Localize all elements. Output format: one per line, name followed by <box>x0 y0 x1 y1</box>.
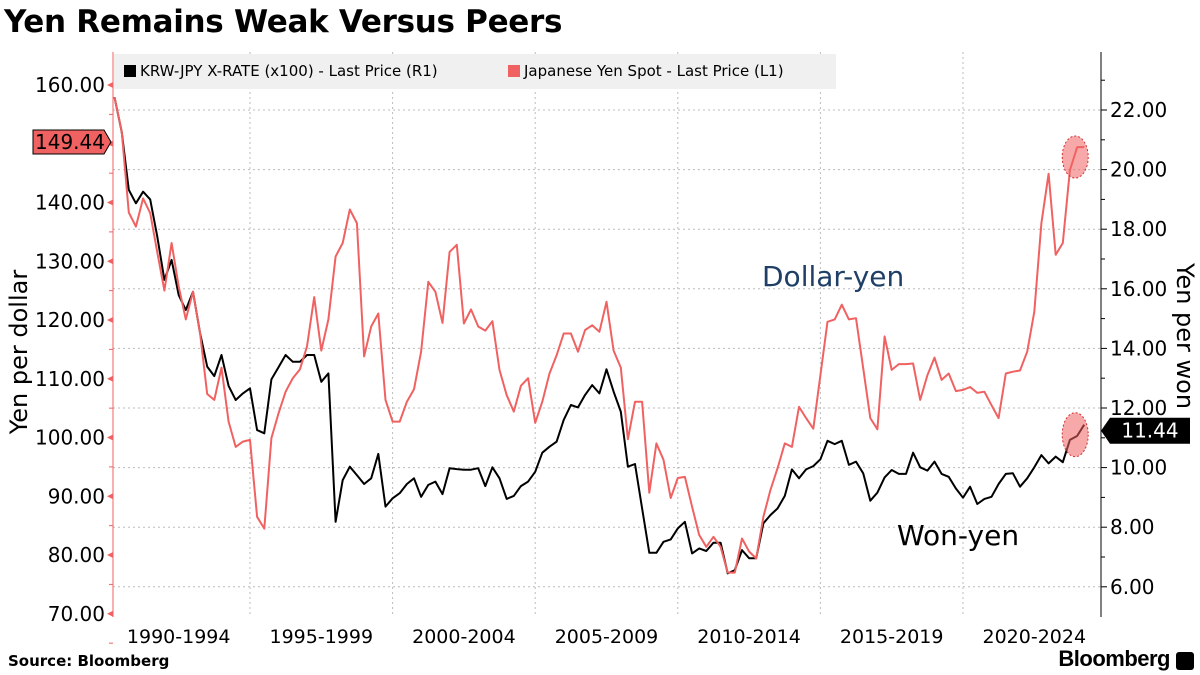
right-axis-label: Yen per won <box>1171 262 1199 409</box>
x-tick-label: 1990-1994 <box>127 626 231 648</box>
chart-title: Yen Remains Weak Versus Peers <box>4 4 563 40</box>
series-lines <box>113 96 1086 575</box>
right-tick-label: 14.00 <box>1110 336 1167 360</box>
x-tick-label: 2005-2009 <box>555 626 659 648</box>
legend-item-krw-jpy: KRW-JPY X-RATE (x100) - Last Price (R1) <box>124 62 438 80</box>
right-tick-label: 16.00 <box>1110 277 1167 301</box>
left-axis: 160.00 140.00 130.00 120.00 110.00 100.00 90.0… <box>35 52 114 644</box>
last-value-tag-dollar-yen <box>32 129 112 155</box>
right-tick-label: 12.00 <box>1110 396 1167 420</box>
x-tick-label: 2020-2024 <box>983 626 1087 648</box>
left-tick <box>107 610 113 617</box>
left-tick-label: 100.00 <box>35 426 105 450</box>
legend-swatch-black <box>124 65 136 77</box>
left-tick <box>107 493 113 500</box>
left-tick <box>107 375 113 382</box>
right-tick-label: 22.00 <box>1110 98 1167 122</box>
series-line-dollar-yen <box>113 97 1085 574</box>
series-line-won-yen <box>113 96 1086 575</box>
legend: KRW-JPY X-RATE (x100) - Last Price (R1) … <box>114 54 836 89</box>
left-tick <box>107 82 113 88</box>
left-tick-label: 120.00 <box>35 308 105 332</box>
left-tick-label: 110.00 <box>35 367 105 391</box>
left-tick <box>107 317 113 323</box>
x-tick-label: 2010-2014 <box>697 626 801 648</box>
left-tick-label: 130.00 <box>35 249 105 273</box>
left-tick <box>107 552 113 558</box>
left-tick <box>107 199 113 206</box>
x-tick-label: 2015-2019 <box>840 626 944 648</box>
right-tick-label: 6.00 <box>1110 575 1155 599</box>
annotation-dollar-yen: Dollar-yen <box>762 260 904 293</box>
right-axis: 22.00 20.00 18.00 16.00 14.00 10.00 8.00 6.00 12… <box>1100 52 1167 617</box>
left-tick-label: 90.00 <box>48 484 105 508</box>
bloomberg-logo: Bloomberg <box>1058 646 1170 671</box>
right-tick-label: 18.00 <box>1110 217 1167 241</box>
left-tick-label: 160.00 <box>35 73 105 97</box>
left-tick <box>107 434 113 441</box>
grid <box>113 52 1101 617</box>
highlight-circle-won-yen <box>1061 412 1089 458</box>
last-value-markers: 149.44 11.44 <box>32 129 1190 458</box>
legend-item-usd-jpy: Japanese Yen Spot - Last Price (L1) <box>508 62 784 80</box>
left-axis-label: Yen per dollar <box>5 270 33 436</box>
x-axis: 1990-1994 1995-1999 2000-2004 2005-2009 2010… <box>127 626 1086 648</box>
annotation-won-yen: Won-yen <box>897 519 1019 552</box>
left-tick-label: 70.00 <box>48 602 105 626</box>
last-value-label-won-yen: 11.44 <box>1121 419 1178 443</box>
right-tick-label: 10.00 <box>1110 456 1167 480</box>
legend-swatch-red <box>508 65 520 77</box>
left-tick-label: 80.00 <box>48 543 105 567</box>
highlight-circle-dollar-yen <box>1061 135 1089 179</box>
left-tick <box>107 258 113 265</box>
last-value-label-dollar-yen: 149.44 <box>35 130 105 154</box>
x-tick-label: 1995-1999 <box>270 626 374 648</box>
last-value-tag-won-yen <box>1101 417 1190 444</box>
x-tick-label: 2000-2004 <box>412 626 516 648</box>
right-tick-label: 20.00 <box>1110 158 1167 182</box>
source-note: Source: Bloomberg <box>8 652 170 670</box>
bloomberg-chart-icon <box>1176 652 1194 670</box>
right-tick-label: 8.00 <box>1110 515 1155 539</box>
left-tick-label: 140.00 <box>35 191 105 215</box>
